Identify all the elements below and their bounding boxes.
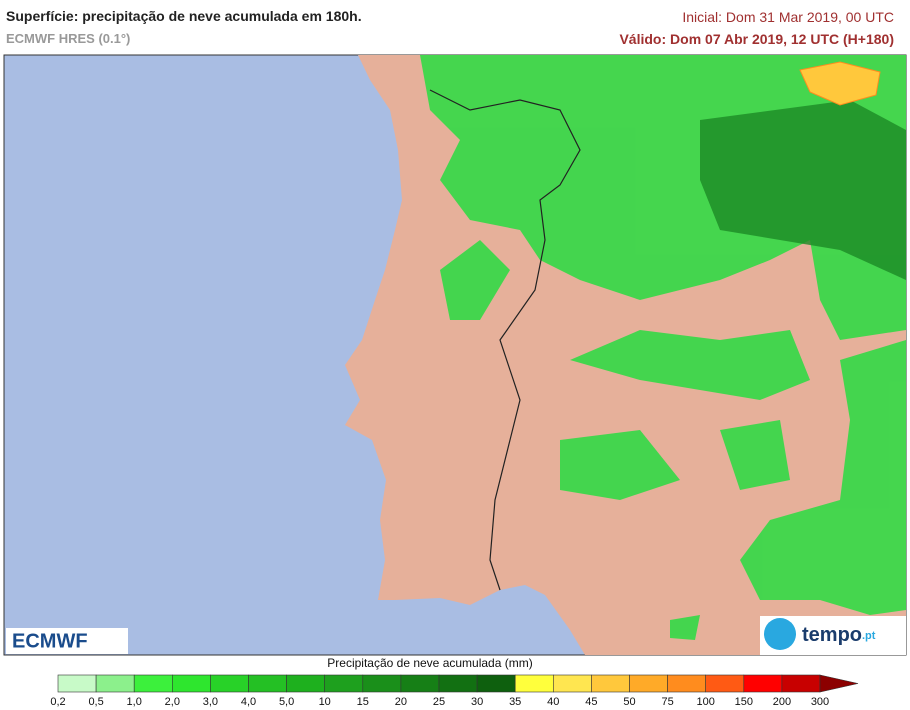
initial-time: Inicial: Dom 31 Mar 2019, 00 UTC xyxy=(682,9,894,25)
legend-swatch xyxy=(95,674,135,693)
legend-label: 5,0 xyxy=(279,696,294,708)
legend-label: 45 xyxy=(585,696,597,708)
legend-title: Precipitação de neve acumulada (mm) xyxy=(327,656,532,670)
legend-swatch xyxy=(705,674,745,693)
logo-left: ECMWF xyxy=(12,630,88,652)
legend-label: 25 xyxy=(433,696,445,708)
legend-swatch xyxy=(552,674,592,693)
legend-label: 200 xyxy=(773,696,791,708)
legend-swatch xyxy=(210,674,249,693)
legend-label: 2,0 xyxy=(165,696,180,708)
legend-label: 40 xyxy=(547,696,559,708)
legend-label: 35 xyxy=(509,696,521,708)
logo-icon xyxy=(764,618,796,650)
legend-label: 100 xyxy=(697,696,715,708)
legend-swatch xyxy=(172,674,211,693)
snow-heavy xyxy=(700,100,906,280)
legend-swatch xyxy=(591,674,630,693)
legend-swatch xyxy=(743,674,783,693)
snow-max xyxy=(799,61,881,106)
legend-swatch xyxy=(438,674,478,693)
legend-label: 4,0 xyxy=(241,696,256,708)
legend-label: 3,0 xyxy=(203,696,218,708)
legend: 0,2 0,5 1,0 2,0 3,0 4,0 5,0 10 15 20 25 30 35 40 45 50 7… xyxy=(50,674,859,708)
legend-swatch xyxy=(781,674,821,693)
logo-right: tempo.pt xyxy=(802,624,876,646)
legend-label: 150 xyxy=(735,696,753,708)
legend-swatch xyxy=(324,674,364,693)
valid-time: Válido: Dom 07 Abr 2019, 12 UTC (H+180) xyxy=(619,31,894,47)
title: Superfície: precipitação de neve acumula… xyxy=(6,8,362,24)
legend-swatch xyxy=(133,674,173,693)
legend-label: 0,5 xyxy=(88,696,103,708)
legend-label: 1,0 xyxy=(127,696,142,708)
legend-swatch xyxy=(667,674,706,693)
legend-label: 20 xyxy=(395,696,407,708)
legend-swatch xyxy=(629,674,668,693)
legend-label: 15 xyxy=(357,696,369,708)
legend-arrow xyxy=(819,674,859,693)
legend-swatch xyxy=(514,674,554,693)
legend-swatch xyxy=(476,674,516,693)
logo-left-box xyxy=(6,628,128,654)
legend-label: 0,2 xyxy=(50,696,65,708)
legend-label: 300 xyxy=(811,696,829,708)
legend-swatch xyxy=(248,674,287,693)
legend-label: 30 xyxy=(471,696,483,708)
legend-label: 50 xyxy=(623,696,635,708)
legend-swatch xyxy=(286,674,326,693)
legend-label: 10 xyxy=(319,696,331,708)
legend-swatch xyxy=(57,674,97,693)
border xyxy=(429,89,581,591)
legend-swatch xyxy=(400,674,440,693)
model: ECMWF HRES (0.1°) xyxy=(6,31,131,46)
legend-swatch xyxy=(362,674,402,693)
legend-label: 75 xyxy=(661,696,673,708)
